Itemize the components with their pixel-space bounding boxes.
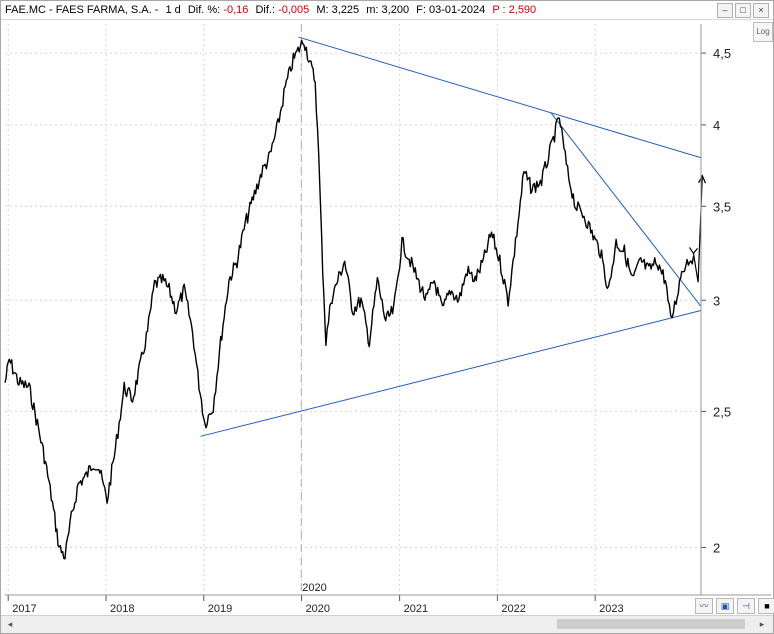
horizontal-scrollbar[interactable]: ◂ ▸ [1,615,773,633]
x-tick-label: 2020 [306,603,330,615]
price-label: P : [492,4,506,16]
dif-label: Dif.: [255,4,276,16]
minimize-button[interactable]: – [717,3,733,18]
max-value: 3,225 [331,4,360,16]
x-tick-label: 2019 [208,603,232,615]
grid [5,24,701,595]
cursor-label: 2020 [302,582,326,594]
axes: 4,5 4 3,5 3 2,5 2 2017 2018 2019 2020 2021 2022 2023… [5,24,771,615]
y-tick-label: 3 [713,293,720,308]
close-button[interactable]: × [753,3,769,18]
projection-arrowhead [698,174,707,184]
color-swatch-icon[interactable]: ■ [758,598,774,614]
trendline[interactable] [298,36,702,159]
date-label: F: [416,4,426,16]
x-tick-label: 2022 [501,603,525,615]
trendline[interactable] [550,112,702,307]
x-tick-label: 2021 [404,603,428,615]
min-value: 3,200 [381,4,410,16]
x-tick-label: 2018 [110,603,134,615]
y-tick-label: 4 [713,118,720,133]
scroll-thumb[interactable] [557,619,745,629]
symbol-label: FAE.MC - FAES FARMA, S.A. - [5,4,159,16]
max-label: M: [316,4,329,16]
trendline[interactable] [200,310,702,437]
restore-button[interactable]: □ [735,3,751,18]
window-controls: – □ × [717,3,769,18]
y-tick-label: 4,5 [713,46,731,61]
chart-header: FAE.MC - FAES FARMA, S.A. - 1 d Dif. %: … [1,1,773,20]
price-value: 2,590 [508,4,537,16]
min-label: m: [366,4,379,16]
interval-label[interactable]: 1 d [165,4,181,16]
dif-pct-value: -0,16 [223,4,249,16]
scroll-right-icon[interactable]: ▸ [759,619,765,629]
price-series [4,39,695,560]
projection-start-arrow [689,247,698,255]
chart-tools: 〰 ▣ ⊣ ■ [695,598,774,614]
trendlines [200,36,702,437]
dif-value: -0,005 [278,4,310,16]
plot-area [5,24,701,595]
wave-icon[interactable]: 〰 [695,598,713,614]
x-tick-label: 2017 [12,603,36,615]
date-value: 03-01-2024 [428,4,486,16]
scroll-left-icon[interactable]: ◂ [7,619,13,629]
log-scale-button[interactable]: Log [753,22,773,42]
pin-icon[interactable]: ⊣ [737,598,755,614]
price-chart[interactable]: 4,5 4 3,5 3 2,5 2 2017 2018 2019 2020 2021 2022 2023… [1,20,773,615]
y-tick-label: 2 [713,540,720,555]
dif-pct-label: Dif. %: [187,4,221,16]
y-tick-label: 3,5 [713,199,731,214]
x-tick-label: 2023 [599,603,623,615]
y-tick-label: 2,5 [713,404,731,419]
price-line [4,39,695,560]
save-icon[interactable]: ▣ [716,598,734,614]
